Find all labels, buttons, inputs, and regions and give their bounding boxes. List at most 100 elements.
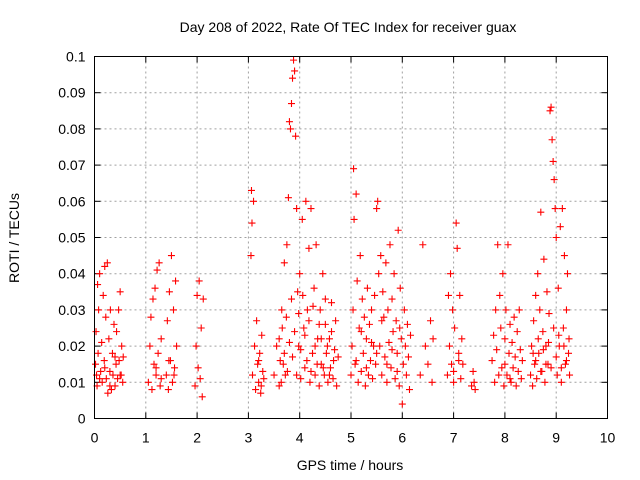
chart-title: Day 208 of 2022, Rate Of TEC Index for r… bbox=[180, 19, 517, 35]
data-point bbox=[297, 375, 305, 383]
data-point bbox=[257, 382, 265, 390]
data-point bbox=[543, 288, 551, 296]
data-point bbox=[157, 375, 165, 383]
data-point bbox=[560, 342, 568, 350]
data-point bbox=[365, 320, 373, 328]
data-point bbox=[319, 364, 327, 372]
data-point bbox=[118, 342, 126, 350]
data-point bbox=[450, 378, 458, 386]
data-point bbox=[172, 277, 180, 285]
data-point bbox=[115, 357, 123, 365]
data-point bbox=[499, 270, 507, 278]
data-point bbox=[97, 367, 105, 375]
data-point bbox=[299, 291, 307, 299]
data-point bbox=[248, 219, 256, 227]
data-point bbox=[445, 342, 453, 350]
data-point bbox=[514, 367, 522, 375]
data-point bbox=[381, 353, 389, 361]
data-point bbox=[102, 375, 110, 383]
data-point bbox=[512, 382, 520, 390]
data-point bbox=[386, 241, 394, 249]
plot-frame bbox=[94, 56, 608, 419]
data-point bbox=[293, 371, 301, 379]
data-point bbox=[258, 331, 266, 339]
data-point bbox=[112, 360, 120, 368]
ticks: 0 0.01 0.02 0.03 0.04 0.05 0.06 0.07 0.08 0.09 0.1… bbox=[58, 49, 615, 446]
data-point bbox=[192, 342, 200, 350]
data-point bbox=[505, 349, 513, 357]
x-tick-label: 10 bbox=[600, 430, 616, 446]
data-point bbox=[255, 378, 263, 386]
data-point bbox=[273, 342, 281, 350]
data-point bbox=[547, 103, 555, 111]
data-point bbox=[303, 306, 311, 314]
data-point bbox=[536, 306, 544, 314]
data-point bbox=[389, 328, 397, 336]
data-point bbox=[290, 56, 298, 64]
data-point bbox=[106, 382, 114, 390]
data-point bbox=[354, 378, 362, 386]
data-point bbox=[326, 364, 334, 372]
data-point bbox=[542, 342, 550, 350]
data-point bbox=[111, 353, 119, 361]
x-tick-label: 5 bbox=[347, 430, 355, 446]
data-point bbox=[419, 241, 427, 249]
data-point bbox=[392, 317, 400, 325]
data-point bbox=[96, 270, 104, 278]
data-point bbox=[334, 353, 342, 361]
data-point bbox=[565, 349, 573, 357]
data-point bbox=[373, 205, 381, 213]
data-point bbox=[532, 357, 540, 365]
data-point bbox=[508, 338, 516, 346]
data-point bbox=[459, 360, 467, 368]
data-point bbox=[247, 186, 255, 194]
data-point bbox=[560, 252, 568, 260]
data-point bbox=[270, 371, 278, 379]
data-point bbox=[99, 291, 107, 299]
data-point bbox=[283, 367, 291, 375]
data-point bbox=[253, 317, 261, 325]
data-point bbox=[321, 295, 329, 303]
data-point bbox=[109, 371, 117, 379]
data-point bbox=[452, 219, 460, 227]
data-point bbox=[313, 360, 321, 368]
x-tick-label: 1 bbox=[142, 430, 150, 446]
data-point bbox=[396, 284, 404, 292]
data-point bbox=[404, 353, 412, 361]
data-point bbox=[282, 313, 290, 321]
data-point bbox=[278, 306, 286, 314]
data-point bbox=[491, 378, 499, 386]
data-point bbox=[103, 259, 111, 267]
data-point bbox=[518, 357, 526, 365]
data-point bbox=[506, 375, 514, 383]
data-point bbox=[309, 349, 317, 357]
data-point bbox=[496, 291, 504, 299]
data-point bbox=[151, 284, 159, 292]
data-point bbox=[101, 364, 109, 372]
data-point bbox=[119, 353, 127, 361]
y-tick-label: 0.1 bbox=[66, 49, 86, 65]
data-point bbox=[531, 360, 539, 368]
data-point bbox=[366, 357, 374, 365]
data-point bbox=[357, 367, 365, 375]
data-point bbox=[323, 342, 331, 350]
data-point bbox=[164, 386, 172, 394]
data-point bbox=[94, 281, 102, 289]
data-point bbox=[500, 382, 508, 390]
data-point bbox=[421, 342, 429, 350]
data-point bbox=[171, 364, 179, 372]
data-point bbox=[553, 371, 561, 379]
data-point bbox=[281, 371, 289, 379]
data-point bbox=[397, 335, 405, 343]
data-point bbox=[302, 197, 310, 205]
data-point bbox=[105, 335, 113, 343]
data-point bbox=[509, 364, 517, 372]
y-tick-label: 0 bbox=[78, 411, 86, 427]
data-point bbox=[357, 328, 365, 336]
y-tick-label: 0.02 bbox=[58, 338, 85, 354]
data-point bbox=[119, 378, 127, 386]
data-point bbox=[301, 364, 309, 372]
data-point bbox=[394, 226, 402, 234]
data-point bbox=[285, 118, 293, 126]
data-point bbox=[156, 382, 164, 390]
